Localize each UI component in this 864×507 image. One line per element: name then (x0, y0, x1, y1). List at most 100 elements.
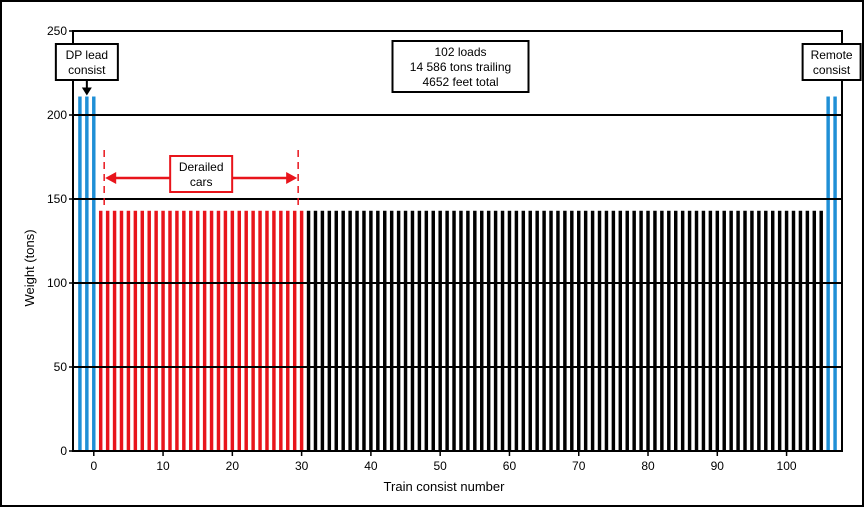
y-tick-label: 50 (54, 360, 68, 374)
bar (383, 210, 387, 451)
bar (535, 210, 539, 451)
x-tick-label: 10 (156, 459, 170, 473)
bar (147, 210, 151, 451)
bar (770, 210, 775, 451)
bar (521, 210, 526, 451)
bar (715, 210, 720, 451)
bar (736, 210, 740, 451)
bar (722, 210, 726, 451)
bar (549, 210, 553, 451)
bar (680, 210, 685, 451)
x-tick-label: 60 (503, 459, 517, 473)
remote-consist-box (801, 43, 862, 81)
bar (563, 210, 567, 451)
bar-group (78, 96, 837, 452)
bar (438, 210, 442, 451)
summary-box (391, 40, 530, 93)
x-axis-label: Train consist number (384, 479, 506, 494)
bar (667, 210, 671, 451)
bar (729, 210, 733, 451)
bar (313, 210, 318, 451)
bar (708, 210, 713, 451)
bar (639, 210, 643, 451)
grid-lines (72, 30, 843, 452)
bar (348, 210, 352, 451)
bar (341, 210, 345, 451)
derailed-cars-box (169, 155, 234, 193)
x-tick-label: 40 (364, 459, 378, 473)
bar (459, 210, 463, 451)
bar (92, 96, 96, 452)
bar (396, 210, 401, 451)
x-tick-label: 50 (434, 459, 448, 473)
lead-consist-text: consist (68, 63, 106, 77)
bar (216, 210, 221, 451)
y-tick-label: 0 (60, 444, 67, 458)
x-tick-label: 80 (641, 459, 655, 473)
bar (445, 210, 449, 451)
bar (805, 210, 810, 451)
bar (258, 210, 262, 451)
bar (424, 210, 429, 451)
x-tick-label: 20 (226, 459, 240, 473)
bar (507, 210, 512, 451)
remote-consist-text: consist (813, 63, 851, 77)
bar (583, 210, 588, 451)
bar (486, 210, 491, 451)
bar (251, 210, 255, 451)
bar (750, 210, 754, 451)
bar (833, 96, 837, 452)
bar (334, 210, 338, 451)
summary-text: 102 loads (434, 45, 486, 59)
bar (85, 96, 89, 452)
bar (743, 210, 747, 451)
bar (355, 210, 359, 451)
bar (244, 210, 248, 451)
bar (140, 210, 145, 451)
summary-text: 14 586 tons trailing (410, 60, 511, 74)
bar (542, 210, 546, 451)
bar (265, 210, 269, 451)
bar (376, 210, 380, 451)
x-tick-labels: 0 10 20 30 40 50 60 70 80 90 100 (90, 451, 797, 473)
bar (784, 210, 789, 451)
bar (410, 210, 415, 451)
bar (618, 210, 623, 451)
bar (812, 210, 817, 451)
x-tick-label: 90 (711, 459, 725, 473)
bar (674, 210, 678, 451)
bar (119, 210, 124, 451)
bar (126, 210, 131, 451)
bar (112, 210, 117, 451)
bar (320, 210, 325, 451)
bar (78, 96, 82, 452)
x-tick-label: 70 (572, 459, 586, 473)
bar (625, 210, 629, 451)
x-tick-label: 100 (777, 459, 797, 473)
bar (161, 210, 165, 451)
bar (279, 210, 283, 451)
bar (570, 210, 574, 451)
bar (189, 210, 193, 451)
bar (403, 210, 408, 451)
bar (604, 210, 609, 451)
y-axis-label: Weight (tons) (22, 229, 37, 306)
bar (202, 210, 207, 451)
bar (237, 210, 241, 451)
bar (687, 210, 692, 451)
bar (223, 210, 228, 451)
bar (286, 210, 290, 451)
bar (369, 210, 373, 451)
bar (632, 210, 636, 451)
bar (306, 210, 311, 451)
x-tick-label: 0 (90, 459, 97, 473)
bar (660, 210, 664, 451)
bar (182, 210, 186, 451)
bar (701, 210, 706, 451)
bar (168, 210, 172, 451)
bar (98, 210, 103, 451)
y-tick-label: 150 (47, 192, 67, 206)
bar (389, 210, 394, 451)
bar (597, 210, 602, 451)
